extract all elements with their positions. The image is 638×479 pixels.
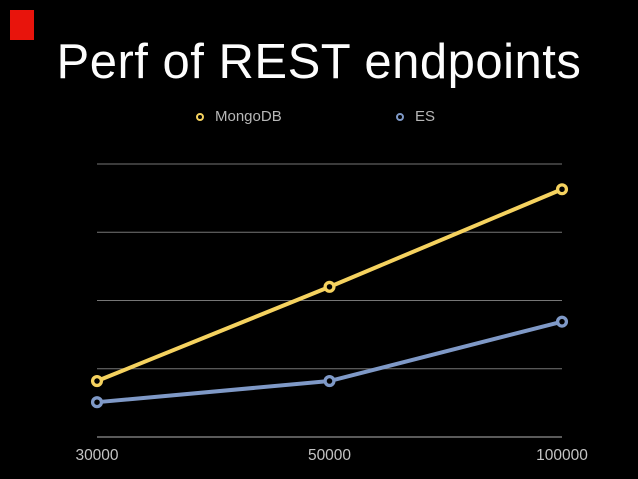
- legend-entry-es: ES: [396, 109, 435, 124]
- x-axis-tick-label: 30000: [75, 447, 119, 464]
- red-indicator-rectangle: [10, 10, 34, 40]
- mongodb-ring-icon: [196, 112, 204, 121]
- legend-label-mongodb: MongoDB: [215, 108, 282, 125]
- x-axis-tick-label: 100000: [536, 447, 588, 464]
- slide-title: Perf of REST endpoints: [56, 35, 582, 89]
- es-ring-icon: [396, 112, 404, 121]
- x-axis-tick-label: 50000: [307, 447, 352, 464]
- legend-entry-mongodb: MongoDB: [196, 109, 282, 124]
- legend-label-es: ES: [415, 108, 436, 125]
